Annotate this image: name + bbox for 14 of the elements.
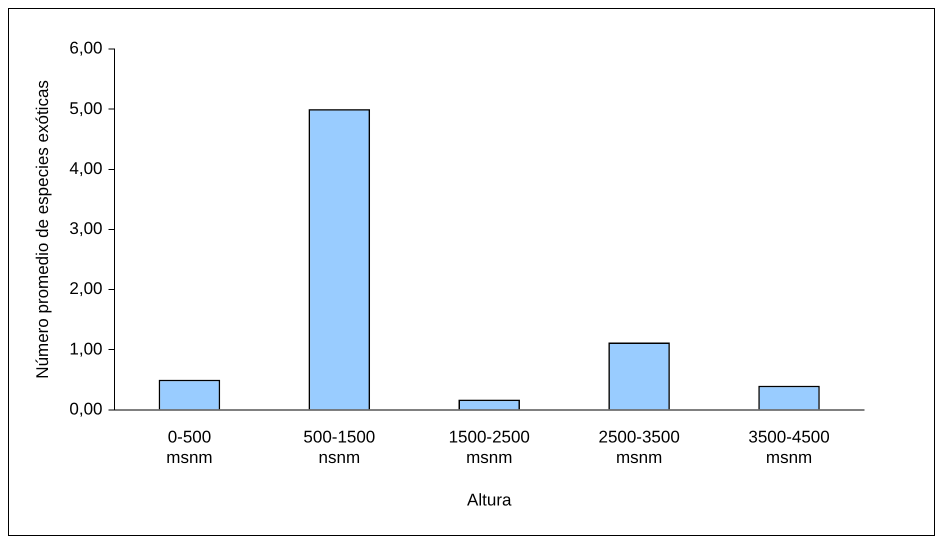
y-tick-label: 0,00	[69, 399, 102, 418]
y-tick-label: 2,00	[69, 279, 102, 298]
x-tick-label: 0-500 msnm	[166, 428, 213, 468]
x-tick-label: 2500-3500 msnm	[598, 428, 680, 468]
x-tick-label: 3500-4500 msnm	[748, 428, 830, 468]
y-tick-label: 3,00	[69, 219, 102, 238]
x-tick-label: 1500-2500 msnm	[448, 428, 530, 468]
x-tick-label: 500-1500 nsnm	[303, 428, 376, 468]
y-tick-label: 1,00	[69, 339, 102, 358]
y-tick-label: 6,00	[69, 38, 102, 58]
y-tick-label: 4,00	[69, 158, 102, 178]
y-tick-label: 5,00	[69, 98, 102, 118]
x-axis-title: Altura	[467, 490, 512, 510]
y-axis-title: Número promedio de especies exóticas	[32, 80, 52, 379]
